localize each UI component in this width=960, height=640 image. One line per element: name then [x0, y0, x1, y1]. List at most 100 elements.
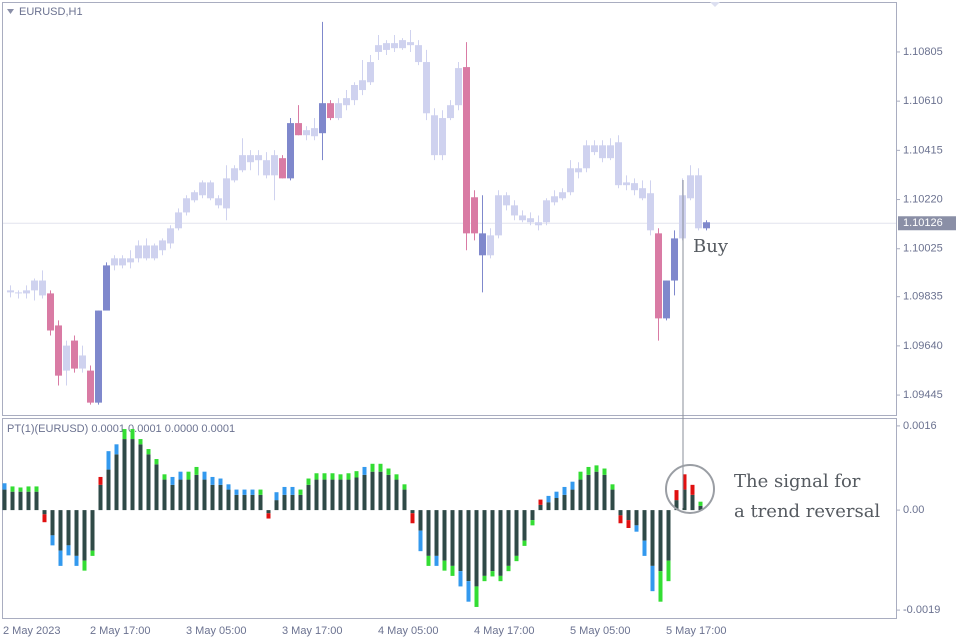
indicator-tip	[394, 474, 399, 480]
indicator-bar	[370, 471, 375, 511]
indicator-bar	[250, 494, 255, 511]
indicator-bar	[698, 505, 703, 511]
indicator-bar	[66, 510, 71, 546]
candle-body	[23, 290, 30, 294]
indicator-tip	[82, 560, 87, 571]
indicator-bar	[314, 479, 319, 511]
indicator-bar	[18, 491, 23, 511]
indicator-tip	[506, 565, 511, 572]
indicator-tip	[74, 555, 79, 566]
indicator-tip	[450, 565, 455, 576]
indicator-tip	[546, 495, 551, 503]
indicator-bar	[570, 489, 575, 511]
candle-body	[671, 238, 678, 281]
indicator-tip	[178, 471, 183, 480]
indicator-tip	[34, 486, 39, 492]
indicator-bar	[26, 491, 31, 511]
candle-body	[167, 228, 174, 244]
indicator-tip	[122, 429, 127, 440]
indicator-bar	[282, 494, 287, 511]
candle-body	[439, 118, 446, 156]
indicator-tip	[138, 439, 143, 445]
candle-body	[87, 370, 94, 403]
candle-body	[335, 103, 342, 119]
candle-body	[591, 145, 598, 153]
x-tick-label: 4 May 17:00	[474, 625, 535, 637]
indicator-tip	[306, 478, 311, 485]
indicator-bar	[554, 498, 559, 511]
indicator-bar	[490, 510, 495, 572]
indicator-tip	[202, 471, 207, 480]
indicator-bar	[594, 471, 599, 511]
indicator-tip	[354, 471, 359, 478]
candle-body	[471, 197, 478, 234]
indicator-tip	[466, 581, 471, 602]
indicator-tip	[242, 489, 247, 495]
indicator-bar	[386, 474, 391, 511]
y-tick-label: 0.0016	[903, 420, 937, 432]
indicator-bar	[146, 454, 151, 511]
indicator-tip	[2, 483, 7, 490]
indicator-bar	[434, 510, 439, 556]
indicator-bar	[298, 494, 303, 511]
indicator-bar	[618, 510, 623, 516]
indicator-tip	[10, 486, 15, 492]
indicator-tip	[658, 571, 663, 602]
x-tick-label: 2 May 2023	[3, 625, 60, 637]
indicator-tip	[370, 463, 375, 472]
indicator-bar	[50, 510, 55, 536]
indicator-tip	[114, 444, 119, 455]
candle-body	[543, 200, 550, 223]
indicator-bar	[42, 510, 47, 515]
indicator-bar	[362, 474, 367, 511]
candle-body	[247, 155, 254, 163]
candle-body	[607, 145, 614, 159]
indicator-tip	[690, 484, 695, 495]
candle-body	[415, 45, 422, 63]
indicator-bar	[138, 444, 143, 511]
indicator-tip	[26, 486, 31, 492]
x-tick-label: 5 May 17:00	[666, 625, 727, 637]
indicator-bar	[122, 439, 127, 511]
candle-body	[215, 198, 222, 206]
candle-body	[223, 178, 230, 209]
indicator-bar	[538, 504, 543, 511]
indicator-tip	[234, 489, 239, 495]
indicator-title: PT(1)(EURUSD) 0.0001 0.0001 0.0000 0.000…	[7, 423, 235, 435]
candle-body	[359, 80, 366, 91]
candle-body	[199, 182, 206, 196]
x-tick-label: 4 May 05:00	[378, 625, 439, 637]
indicator-bar	[266, 510, 271, 514]
indicator-bar	[674, 500, 679, 511]
indicator-bar	[306, 484, 311, 511]
indicator-bar	[402, 489, 407, 511]
indicator-bar	[130, 439, 135, 511]
indicator-bar	[258, 494, 263, 511]
indicator-tip	[650, 565, 655, 592]
candle-body	[111, 258, 118, 266]
indicator-bar	[666, 510, 671, 561]
indicator-bar	[378, 471, 383, 511]
indicator-tip	[618, 515, 623, 524]
candle-body	[407, 42, 414, 46]
indicator-tip	[570, 481, 575, 490]
candle-body	[7, 290, 14, 293]
indicator-tip	[442, 560, 447, 571]
indicator-tip	[314, 473, 319, 480]
indicator-tip	[322, 473, 327, 480]
indicator-tip	[522, 540, 527, 546]
signal-circle	[665, 464, 715, 514]
candle-body	[263, 160, 270, 176]
candle-body	[239, 155, 246, 171]
indicator-bar	[82, 510, 87, 561]
indicator-tip	[490, 571, 495, 577]
indicator-bar	[274, 500, 279, 511]
candle-body	[71, 340, 78, 369]
indicator-tip	[66, 545, 71, 556]
indicator-tip	[482, 575, 487, 582]
candle-body	[15, 292, 22, 294]
indicator-bar	[178, 479, 183, 511]
indicator-tip	[634, 525, 639, 532]
indicator-bar	[634, 510, 639, 526]
candle-body	[287, 123, 294, 179]
